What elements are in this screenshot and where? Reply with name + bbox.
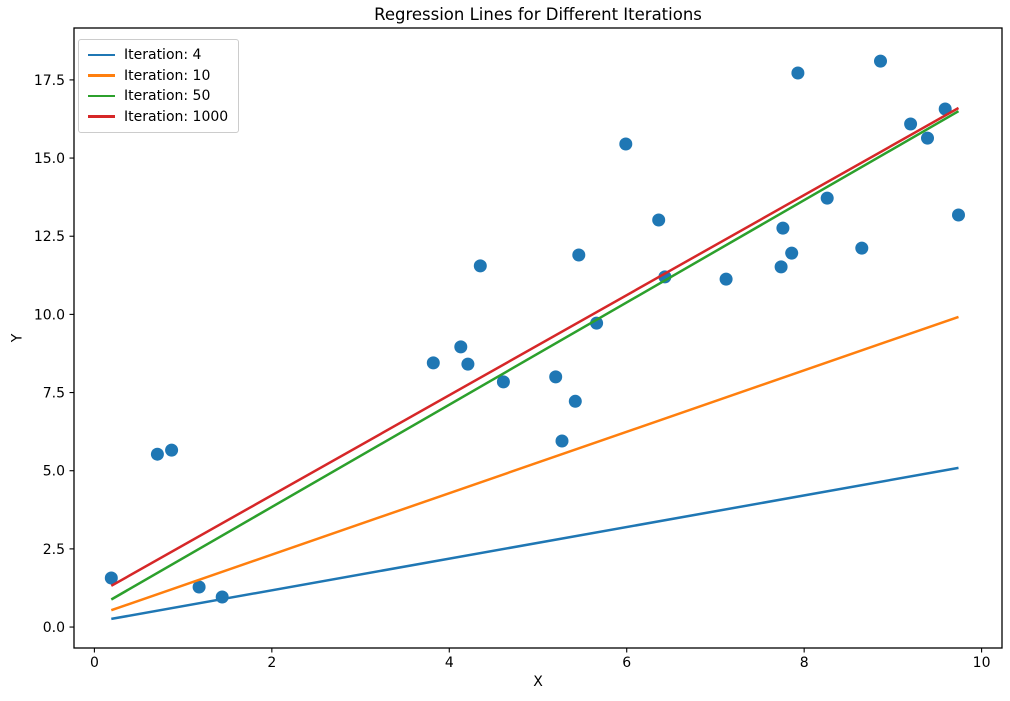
scatter-point [496, 375, 510, 389]
scatter-point [150, 447, 164, 461]
y-tick-label: 17.5 [34, 73, 65, 89]
legend-entry: Iteration: 4 [88, 47, 228, 63]
scatter-point [652, 213, 666, 227]
scatter-point [952, 208, 965, 222]
chart-title: Regression Lines for Different Iteration… [374, 5, 702, 24]
y-tick-label: 0.0 [43, 620, 65, 636]
legend: Iteration: 4 Iteration: 10 Iteration: 50… [78, 39, 240, 133]
x-tick-label: 0 [90, 655, 99, 671]
scatter-point [426, 356, 440, 370]
scatter-point [572, 248, 586, 262]
scatter-point [568, 394, 582, 408]
y-axis-label: Y [9, 333, 26, 343]
scatter-point [791, 66, 805, 80]
x-tick-label: 6 [622, 655, 631, 671]
legend-label: Iteration: 1000 [124, 108, 229, 125]
legend-label: Iteration: 50 [124, 88, 211, 104]
legend-line-sample [88, 74, 115, 77]
scatter-point [454, 340, 468, 354]
plot-border [73, 27, 1003, 649]
x-tick-label: 2 [267, 655, 276, 671]
legend-line-sample [88, 115, 115, 118]
scatter-point [215, 590, 229, 604]
y-tick-label: 2.5 [43, 542, 65, 558]
y-tick-label: 5.0 [43, 464, 65, 480]
regression-line [111, 466, 959, 621]
scatter-point [104, 571, 118, 585]
regression-line [110, 315, 959, 612]
scatter-point [658, 270, 672, 284]
legend-entry: Iteration: 1000 [88, 109, 228, 125]
scatter-point [165, 443, 179, 457]
legend-label: Iteration: 4 [124, 47, 202, 63]
scatter-point [549, 370, 563, 384]
y-tick-label: 10.0 [34, 307, 65, 323]
scatter-point [590, 316, 604, 330]
legend-line-sample [88, 53, 115, 57]
legend-entry: Iteration: 10 [88, 68, 228, 84]
scatter-point [785, 246, 799, 260]
scatter-point [874, 54, 887, 68]
scatter-point [619, 137, 633, 151]
scatter-point [776, 221, 790, 235]
legend-label: Iteration: 10 [124, 67, 211, 84]
x-tick-label: 4 [445, 655, 454, 671]
y-tick-label: 15.0 [34, 151, 65, 167]
scatter-point [904, 117, 918, 131]
scatter-point [921, 131, 934, 145]
x-axis-label: X [533, 674, 543, 690]
regression-line [110, 110, 960, 601]
scatter-point [774, 260, 788, 274]
regression-line [110, 106, 960, 587]
legend-line-sample [88, 94, 115, 98]
scatter-point [719, 272, 733, 286]
y-tick-label: 12.5 [34, 229, 65, 245]
scatter-point [555, 434, 569, 448]
legend-entry: Iteration: 50 [88, 88, 228, 104]
scatter-point [192, 580, 206, 594]
scatter-point [461, 357, 475, 371]
y-tick-label: 7.5 [43, 386, 65, 402]
scatter-point [820, 191, 834, 205]
x-tick-label: 8 [800, 655, 809, 671]
scatter-point [855, 241, 869, 255]
x-tick-label: 10 [973, 655, 991, 671]
scatter-point [473, 259, 487, 273]
